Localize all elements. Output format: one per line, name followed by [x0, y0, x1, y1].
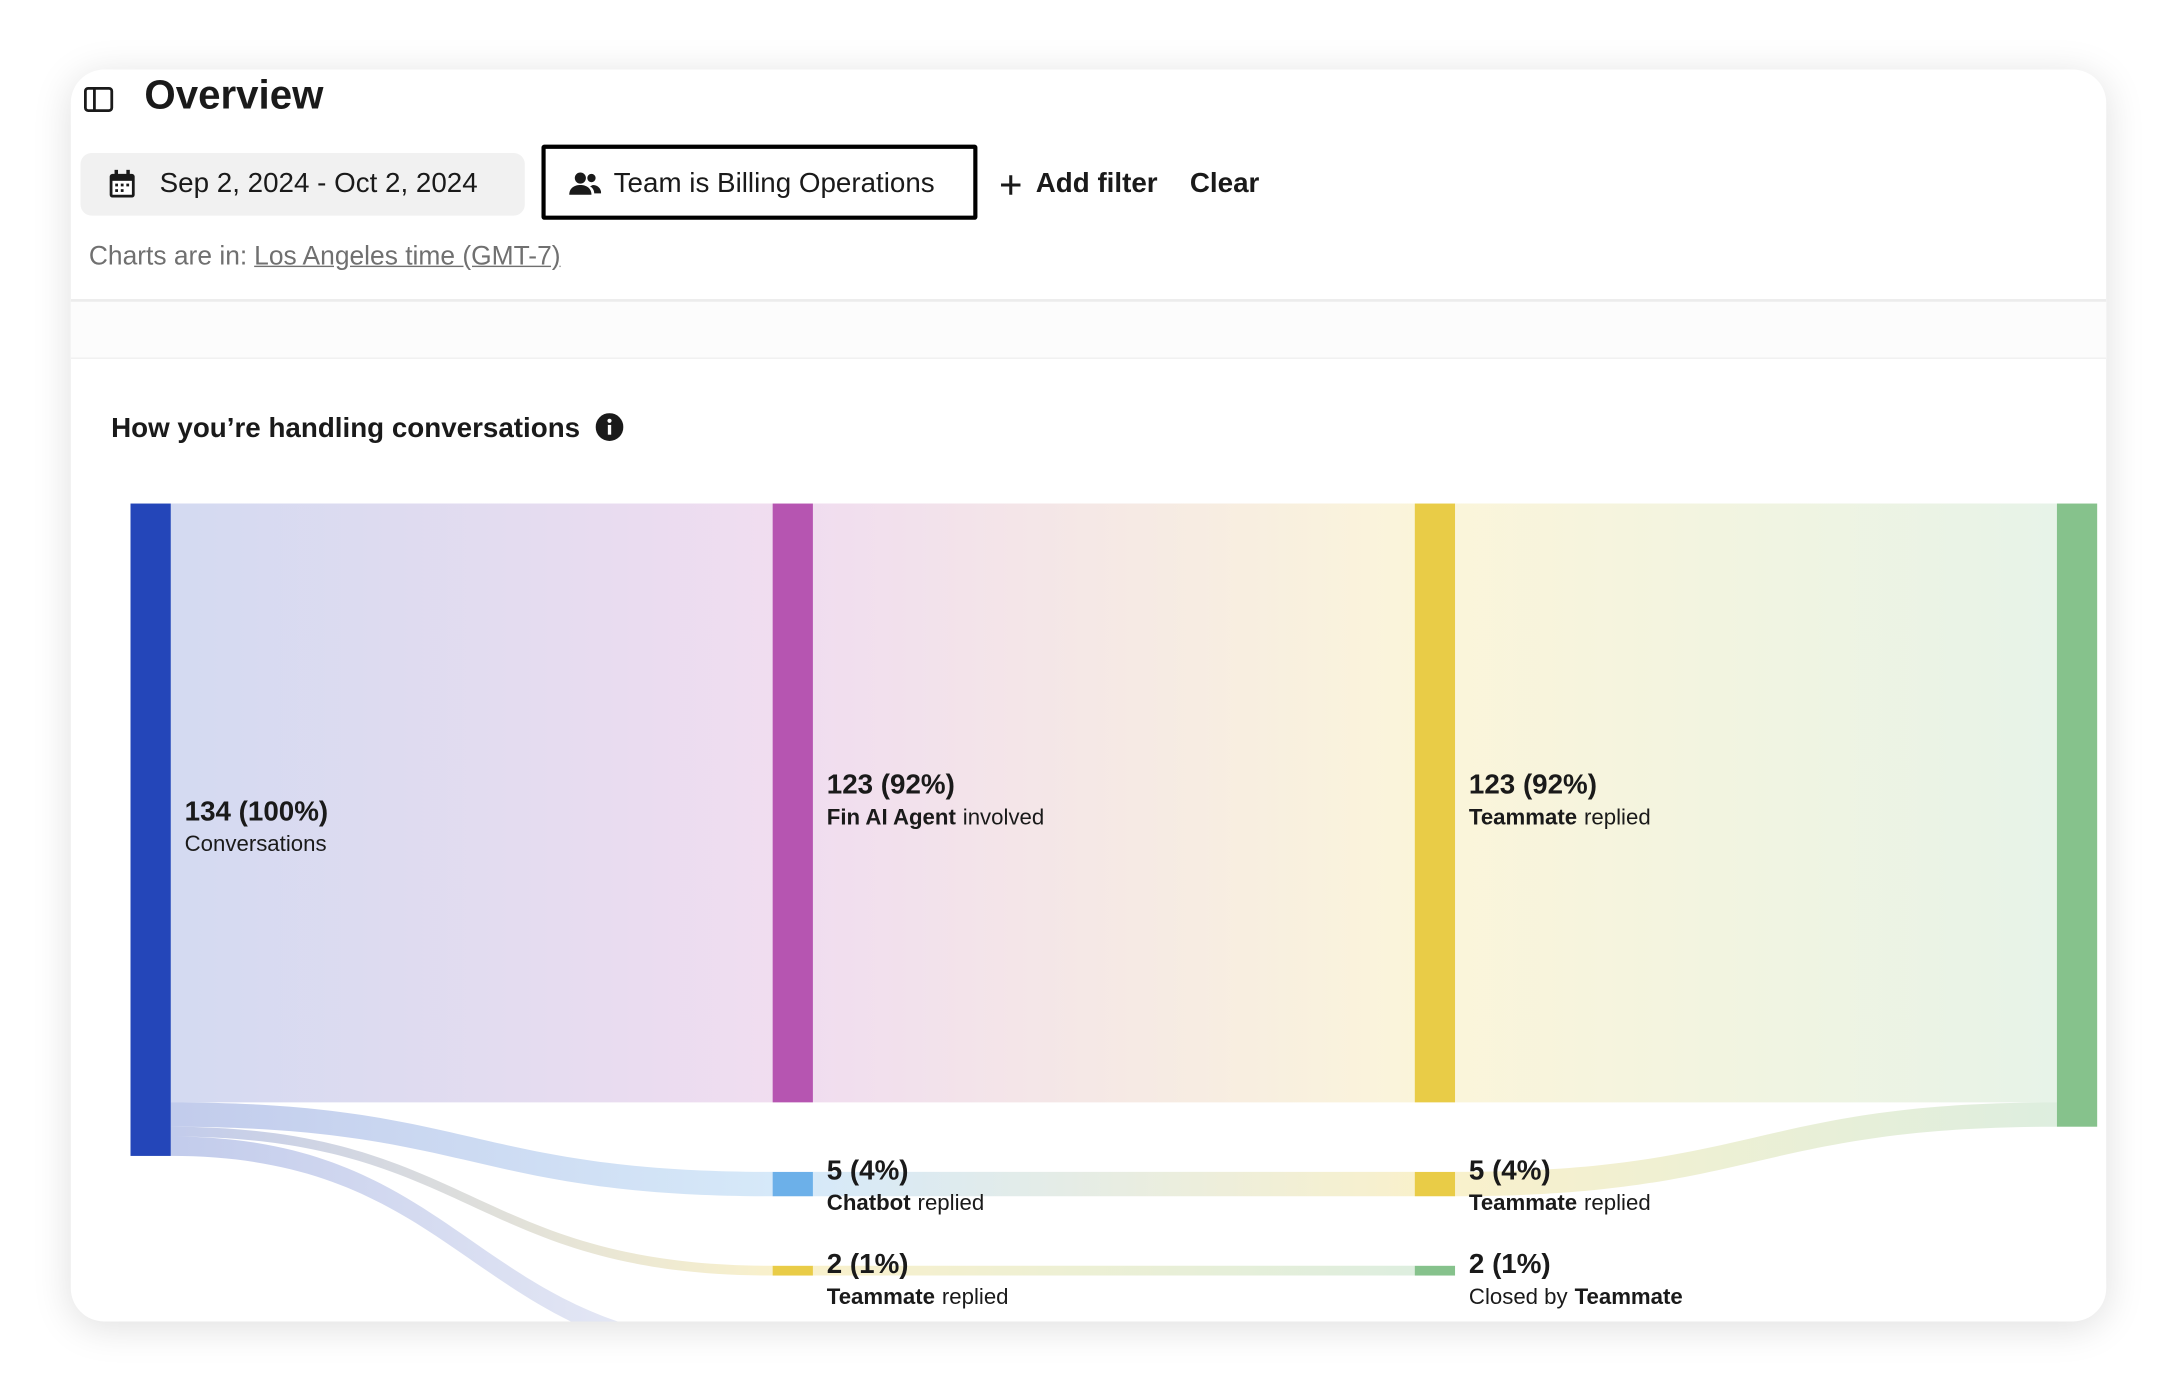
timezone-link[interactable]: Los Angeles time (GMT-7)	[254, 242, 561, 272]
node-bar	[1414, 503, 1456, 1103]
node-bar	[772, 503, 813, 1103]
node-value: 2 (1%)	[827, 1248, 909, 1279]
node-bar	[1414, 1265, 1456, 1276]
timezone-note: Charts are in: Los Angeles time (GMT-7)	[89, 242, 561, 273]
node-label: Teammate replied	[827, 1284, 1009, 1309]
node-bar	[1414, 1171, 1456, 1197]
date-range: Sep 2, 2024 - Oct 2, 2024	[159, 168, 478, 199]
flow-link	[812, 1171, 1415, 1197]
clear-button[interactable]: Clear	[1189, 168, 1260, 199]
timezone-prefix: Charts are in:	[88, 242, 248, 272]
chart-title: How you’re handling conversations	[111, 413, 624, 445]
flow-link	[170, 1102, 773, 1197]
node-label: Fin AI Agent involved	[827, 804, 1044, 829]
node-value: 134 (100%)	[185, 795, 329, 826]
section-gap	[70, 301, 2107, 359]
flow-link	[1455, 503, 2057, 1103]
label-part: Teammate	[1575, 1284, 1683, 1309]
sidebar-toggle[interactable]	[83, 86, 114, 114]
flow-link	[170, 503, 773, 1103]
node-label: Chatbot replied	[827, 1190, 984, 1215]
node-bar	[130, 503, 171, 1156]
date-range-button[interactable]: Sep 2, 2024 - Oct 2, 2024	[80, 153, 525, 216]
team-filter-button[interactable]: Team is Billing Operations	[541, 144, 978, 220]
node-value: 123 (92%)	[827, 769, 955, 800]
node-value: 5 (4%)	[1469, 1154, 1551, 1185]
divider	[70, 299, 2107, 302]
node-value: 123 (92%)	[1469, 769, 1597, 800]
plus-icon	[1001, 175, 1021, 195]
node-bar	[2056, 503, 2098, 1127]
node-label: Teammate replied	[1469, 804, 1651, 829]
flow-link	[170, 1126, 773, 1276]
add-filter-button[interactable]: Add filter	[1035, 168, 1158, 199]
label-part: replied	[1584, 804, 1651, 829]
team-filter: Team is Billing Operations	[613, 168, 935, 199]
node-bar	[772, 1265, 813, 1276]
links	[170, 503, 2057, 1322]
node-value: 2 (1%)	[1469, 1248, 1551, 1279]
flow-link	[812, 1265, 1415, 1276]
node-bar	[772, 1171, 813, 1197]
label-part: Closed by	[1469, 1284, 1569, 1309]
node-label: Closed by Teammate	[1469, 1284, 1683, 1309]
node-label: Teammate replied	[1469, 1190, 1651, 1215]
flow-link	[170, 1136, 618, 1322]
label-part: Chatbot	[827, 1190, 911, 1215]
flow-link	[1455, 1102, 2057, 1197]
calendar-icon	[109, 169, 135, 198]
node-label: Conversations	[185, 831, 327, 856]
team-icon	[569, 172, 602, 195]
label-part: Fin AI Agent	[827, 804, 957, 829]
overview-card: Overview Sep 2, 2024 - Oct 2, 2024 Team …	[70, 69, 2107, 1322]
label-part: Teammate	[827, 1284, 935, 1309]
node-value: 5 (4%)	[827, 1154, 909, 1185]
label-part: replied	[1584, 1190, 1651, 1215]
chart-title-text: How you’re handling conversations	[111, 413, 581, 444]
label-part: involved	[963, 804, 1044, 829]
flow-link	[812, 503, 1415, 1103]
sankey-chart: 134 (100%) Conversations 123 (92%) Fin AI A…	[130, 503, 2098, 1322]
page-title: Overview	[144, 73, 324, 119]
info-icon[interactable]	[596, 413, 624, 441]
label-part: replied	[918, 1190, 985, 1215]
label-part: Teammate	[1469, 804, 1577, 829]
label-part: Teammate	[1469, 1190, 1577, 1215]
label-part: replied	[942, 1284, 1009, 1309]
label-part: Conversations	[185, 831, 327, 856]
